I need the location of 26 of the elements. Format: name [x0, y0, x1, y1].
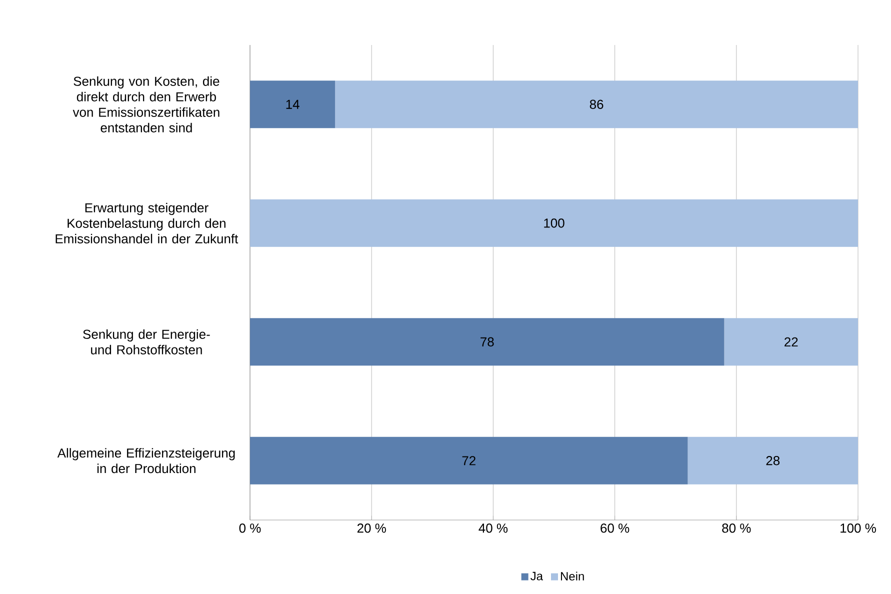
data-label: 100 — [544, 218, 564, 228]
bar — [250, 318, 724, 366]
bar — [250, 199, 858, 247]
y-tick-label: Senkung von Kosten, die direkt durch den Erwerb von Emissionszertifikaten entstanden sind — [72, 76, 220, 132]
bar — [250, 80, 336, 128]
bar — [724, 318, 858, 366]
data-label: 86 — [590, 100, 604, 109]
data-label: 28 — [766, 456, 780, 466]
data-label: 14 — [286, 100, 300, 109]
legend-label: Ja — [530, 572, 543, 580]
data-label: 78 — [480, 337, 494, 346]
y-tick-label: Erwartung steigender Kostenbelastung durch den Emissionshandel in der Zukunft — [56, 202, 238, 244]
legend-label: Nein — [560, 572, 584, 581]
x-tick-label: 0 % — [239, 524, 261, 533]
x-tick-label: 20 % — [357, 524, 386, 533]
x-tick-label: 80 % — [722, 524, 751, 533]
data-label: 22 — [784, 337, 798, 346]
bar — [335, 80, 858, 128]
bar — [688, 436, 858, 484]
x-tick-label: 60 % — [600, 524, 630, 533]
data-label: 72 — [462, 456, 476, 466]
y-tick-label: Senkung der Energie- und Rohstoffkosten — [83, 329, 210, 354]
x-tick-label: 40 % — [478, 524, 508, 533]
bar — [250, 436, 688, 484]
y-tick-label: Allgemeine Effizienzsteigerung in der Produktion — [57, 448, 235, 474]
x-tick-label: 100 % — [840, 524, 876, 533]
